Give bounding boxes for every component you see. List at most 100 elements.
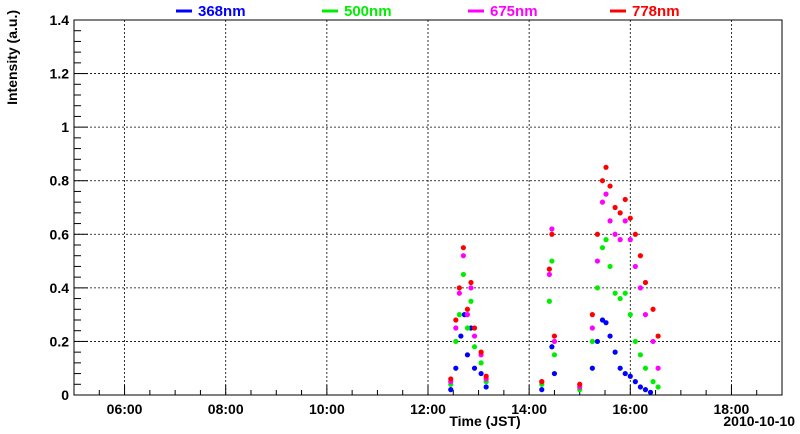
point-368nm-16 [607, 333, 613, 339]
point-778nm-21 [622, 196, 628, 203]
x-tick-label-4: 14:00 [511, 401, 547, 417]
point-500nm-15 [594, 285, 601, 291]
x-axis-title: Time (JST) [449, 413, 520, 429]
series-675nm [448, 191, 661, 390]
point-778nm-27 [655, 333, 661, 339]
point-368nm-18 [617, 365, 623, 371]
point-500nm-3 [460, 271, 466, 278]
point-500nm-23 [632, 338, 638, 345]
point-675nm-26 [650, 338, 656, 345]
point-368nm-9 [539, 387, 545, 393]
point-778nm-9 [539, 379, 545, 385]
point-675nm-5 [468, 285, 474, 291]
point-500nm-5 [468, 298, 474, 304]
point-778nm-18 [607, 183, 613, 189]
y-axis-title: Intensity (a.u.) [4, 10, 20, 105]
point-778nm-4 [464, 306, 471, 312]
point-368nm-2 [458, 333, 464, 339]
point-778nm-15 [594, 231, 601, 237]
y-tick-label-4: 0.8 [50, 173, 70, 189]
point-675nm-20 [617, 237, 623, 243]
point-675nm-24 [637, 285, 644, 291]
point-778nm-26 [650, 306, 656, 312]
point-778nm-0 [448, 376, 454, 382]
point-368nm-1 [453, 365, 459, 371]
y-tick-label-3: 0.6 [50, 226, 70, 242]
point-675nm-19 [612, 231, 618, 237]
point-500nm-24 [637, 352, 644, 358]
point-368nm-4 [464, 352, 471, 358]
series-778nm [448, 164, 661, 387]
point-778nm-1 [453, 317, 459, 323]
point-778nm-11 [549, 231, 555, 237]
point-500nm-25 [642, 365, 649, 371]
point-368nm-14 [599, 317, 606, 323]
legend-label-500nm: 500nm [344, 3, 392, 20]
grid [74, 19, 782, 395]
point-500nm-16 [599, 245, 606, 251]
point-675nm-3 [460, 253, 466, 259]
point-368nm-23 [642, 387, 649, 393]
y-tick-label-7: 1.4 [50, 12, 70, 28]
point-778nm-17 [603, 164, 609, 170]
x-tick-label-1: 08:00 [208, 401, 244, 417]
point-500nm-1 [453, 338, 459, 345]
x-tick-labels: 06:00 08:00 10:00 12:00 14:00 16:00 18:00 [107, 401, 750, 417]
y-tick-label-6: 1.2 [50, 66, 70, 82]
y-tick-label-0: 0 [61, 387, 69, 403]
x-tick-label-5: 16:00 [612, 401, 648, 417]
legend: 368nm 500nm 675nm 778nm [176, 3, 680, 20]
point-675nm-10 [546, 271, 552, 278]
point-675nm-6 [471, 333, 478, 339]
date-label: 2010-10-10 [723, 413, 795, 429]
point-368nm-20 [627, 373, 633, 379]
point-675nm-11 [549, 226, 555, 232]
point-368nm-6 [471, 365, 478, 371]
point-778nm-13 [577, 381, 583, 387]
point-675nm-17 [603, 191, 609, 197]
point-500nm-6 [471, 344, 478, 350]
point-778nm-6 [471, 325, 478, 331]
point-778nm-16 [599, 178, 606, 184]
legend-label-675nm: 675nm [490, 3, 538, 20]
point-778nm-5 [468, 279, 474, 286]
point-778nm-10 [546, 266, 552, 272]
point-368nm-8 [483, 384, 489, 390]
point-368nm-13 [594, 338, 601, 345]
point-500nm-10 [546, 298, 552, 304]
point-500nm-7 [478, 360, 484, 366]
point-778nm-22 [627, 215, 633, 221]
point-675nm-1 [453, 325, 459, 331]
point-500nm-27 [655, 384, 661, 390]
point-368nm-17 [612, 349, 618, 355]
point-778nm-25 [642, 279, 649, 286]
point-368nm-24 [647, 389, 654, 395]
point-500nm-12 [551, 352, 558, 358]
point-778nm-19 [612, 204, 618, 211]
point-778nm-7 [478, 349, 484, 355]
point-500nm-20 [617, 295, 623, 302]
legend-label-778nm: 778nm [632, 3, 680, 20]
x-tick-label-6: 18:00 [714, 401, 750, 417]
point-500nm-22 [627, 312, 633, 318]
point-778nm-20 [617, 210, 623, 216]
point-500nm-21 [622, 290, 628, 296]
point-675nm-2 [456, 290, 462, 296]
legend-label-368nm: 368nm [198, 3, 246, 20]
x-tick-label-0: 06:00 [107, 401, 143, 417]
data-points [448, 164, 661, 395]
point-778nm-14 [589, 312, 595, 318]
point-675nm-4 [464, 312, 471, 318]
point-675nm-27 [655, 365, 661, 371]
x-tick-label-3: 12:00 [410, 401, 446, 417]
point-500nm-4 [464, 325, 471, 331]
point-500nm-18 [607, 263, 613, 270]
x-tick-label-2: 10:00 [309, 401, 345, 417]
point-778nm-23 [632, 231, 638, 237]
y-tick-labels: 0 0.2 0.4 0.6 0.8 1 1.2 1.4 [50, 12, 70, 403]
point-368nm-21 [632, 379, 638, 385]
series-500nm [448, 237, 661, 393]
point-675nm-15 [594, 258, 601, 264]
point-675nm-12 [551, 338, 558, 345]
